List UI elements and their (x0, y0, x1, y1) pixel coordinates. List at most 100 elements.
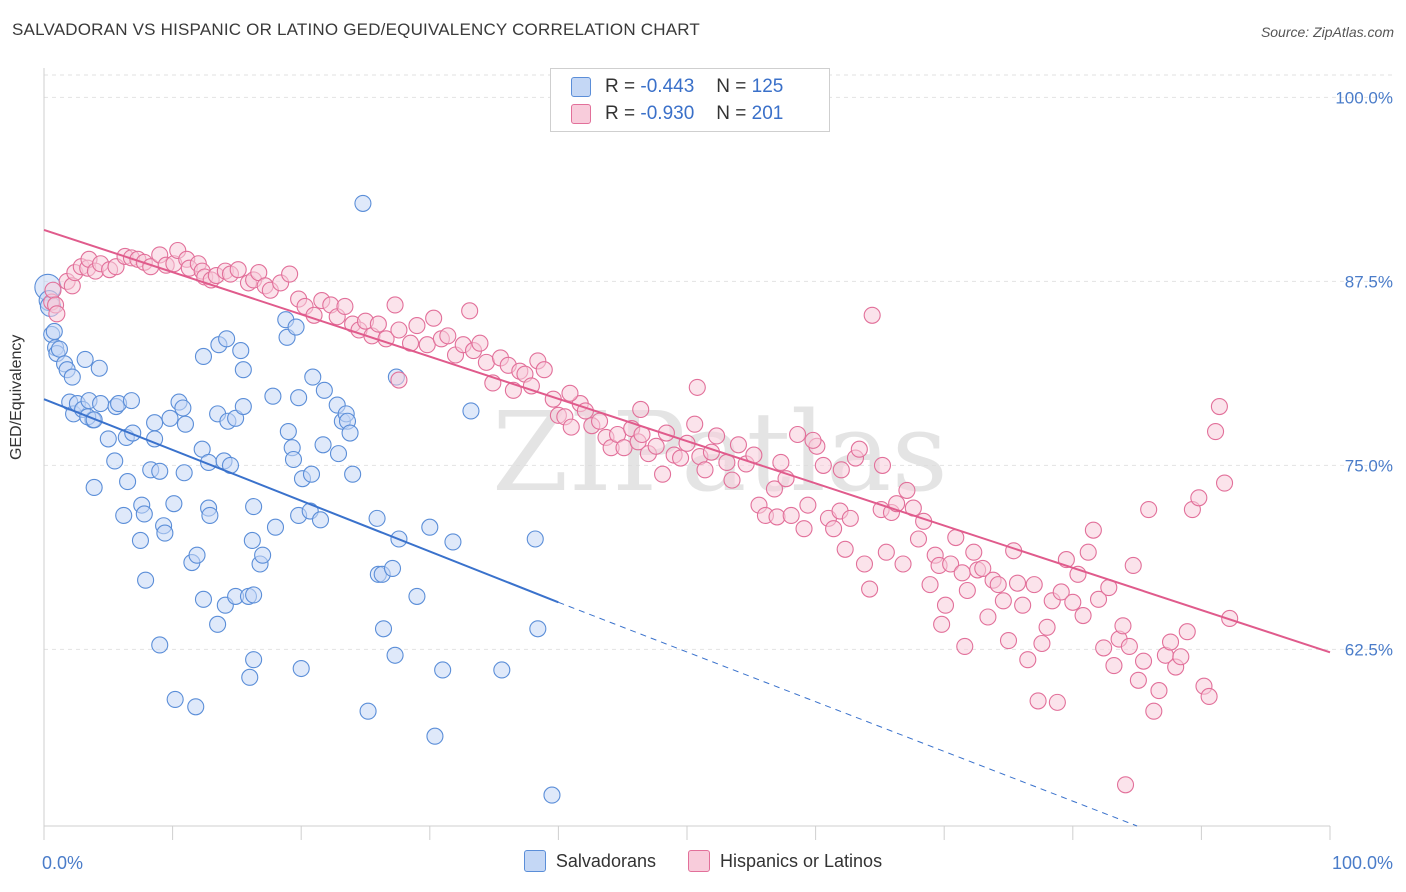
data-point (461, 302, 479, 320)
data-point (841, 509, 859, 527)
data-point (161, 409, 179, 427)
trend-line-hispanics (43, 228, 1331, 654)
data-point (526, 530, 544, 548)
data-point (647, 437, 665, 455)
data-point (137, 571, 155, 589)
data-point (1048, 693, 1066, 711)
data-point (654, 465, 672, 483)
data-point (90, 359, 108, 377)
data-point (279, 422, 297, 441)
data-point (99, 430, 117, 448)
source-label: Source: ZipAtlas.com (1260, 24, 1394, 40)
data-point (861, 580, 879, 598)
x-tick-label: 0.0% (42, 853, 83, 873)
data-point (1161, 633, 1180, 651)
legend-item-salvadorans: Salvadorans (523, 850, 656, 872)
data-point (426, 727, 444, 745)
data-point (1008, 574, 1027, 592)
data-point (1178, 623, 1196, 641)
data-point (1210, 397, 1228, 416)
data-point (314, 436, 332, 454)
data-point (493, 661, 511, 679)
data-point (122, 392, 140, 410)
data-point (1172, 648, 1190, 666)
series-hispanics (43, 241, 1239, 794)
data-point (444, 533, 462, 551)
data-point (956, 637, 974, 655)
data-point (245, 651, 263, 669)
data-point (1052, 583, 1070, 601)
data-point (187, 698, 205, 716)
data-point (287, 318, 305, 336)
data-point (999, 631, 1018, 650)
legend-row-salvadorans: R = -0.443 N = 125 (571, 73, 783, 101)
trend-line-salvadorans (43, 398, 559, 604)
data-point (229, 261, 247, 279)
data-point (836, 540, 854, 558)
data-point (1079, 543, 1097, 561)
legend-n-label: N = (716, 76, 747, 97)
data-point (543, 786, 561, 804)
data-point (795, 520, 813, 538)
data-point (151, 462, 169, 480)
data-point (1089, 590, 1108, 608)
data-point (418, 336, 436, 354)
legend-n-value: 201 (751, 103, 784, 124)
data-point (175, 464, 193, 482)
data-point (942, 555, 960, 573)
data-point (799, 496, 817, 514)
data-point (688, 378, 706, 396)
legend-item-hispanics: Hispanics or Latinos (687, 850, 883, 872)
data-point (979, 608, 997, 626)
data-point (166, 690, 184, 708)
data-point (146, 414, 164, 432)
data-point (1190, 489, 1208, 507)
data-point (958, 581, 976, 600)
legend-label-hispanics: Hispanics or Latinos (719, 850, 883, 871)
data-point (115, 506, 133, 524)
data-point (369, 315, 387, 333)
data-point (471, 334, 489, 352)
data-point (672, 449, 690, 467)
data-point (315, 381, 333, 399)
data-point (151, 636, 169, 654)
trend-line-salvadorans-extension (558, 601, 1138, 827)
data-point (894, 555, 912, 573)
data-point (1114, 617, 1132, 635)
legend-r-value: -0.930 (640, 103, 695, 124)
axes (43, 68, 1331, 840)
data-point (131, 531, 149, 550)
data-point (1095, 639, 1113, 657)
data-point (1084, 521, 1102, 539)
series-salvadorans (34, 194, 561, 804)
data-point (234, 361, 252, 379)
data-point (156, 524, 174, 542)
y-tick-label: 62.5% (1345, 640, 1393, 659)
data-point (657, 424, 675, 442)
data-point (765, 480, 783, 498)
legend-n-value: 125 (751, 76, 784, 97)
data-point (1038, 618, 1056, 636)
data-point (374, 620, 393, 638)
data-point (1206, 422, 1225, 441)
data-point (359, 702, 377, 720)
data-point (873, 456, 892, 474)
data-point (535, 361, 553, 379)
data-point (832, 461, 850, 479)
data-point (245, 586, 263, 604)
data-point (254, 546, 272, 564)
data-point (302, 465, 321, 483)
data-point (477, 353, 495, 371)
data-point (1033, 634, 1051, 653)
chart-title: SALVADORAN VS HISPANIC OR LATINO GED/EQU… (12, 20, 700, 39)
data-point (390, 371, 408, 389)
data-point (92, 395, 110, 413)
data-point (994, 592, 1012, 610)
data-point (936, 596, 955, 614)
data-point (1150, 682, 1168, 700)
data-point (974, 559, 992, 577)
data-point (174, 399, 192, 417)
data-point (245, 498, 263, 516)
data-point (165, 495, 183, 513)
